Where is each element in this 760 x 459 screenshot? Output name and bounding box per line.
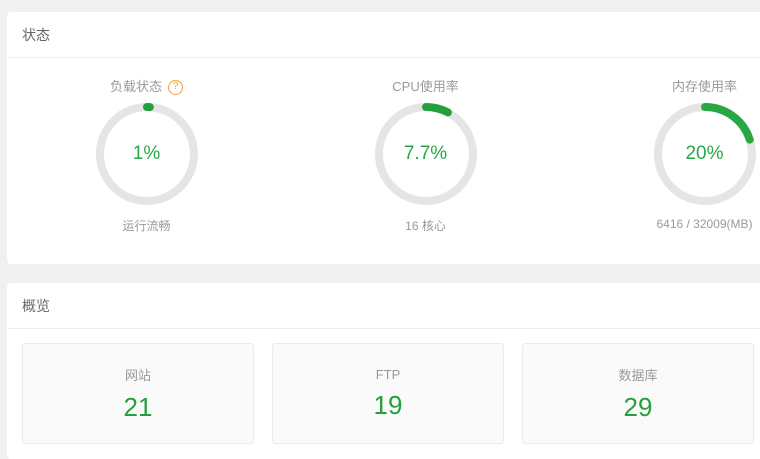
stat-card-database-label: 数据库 xyxy=(618,367,658,383)
question-mark-icon[interactable]: ? xyxy=(168,79,183,95)
gauge-memory-usage-label-text: 内存使用率 xyxy=(671,79,737,94)
stat-card-website-label: 网站 xyxy=(124,367,151,383)
gauge-memory-usage: 内存使用率 20% 6416 / 32009(MB) xyxy=(565,58,760,263)
gauge-cpu-usage-label: CPU使用率 xyxy=(392,78,458,96)
overview-panel-header: 概览 xyxy=(7,283,760,329)
gauge-load-status: 负载状态 ? 1% 运行流畅 xyxy=(7,58,286,263)
gauge-load-status-label: 负载状态 ? xyxy=(110,78,183,96)
stat-card-database-value: 29 xyxy=(623,391,653,422)
status-panel-title: 状态 xyxy=(22,27,50,43)
status-panel: 状态 负载状态 ? 1% 运行流畅 xyxy=(7,12,760,264)
gauge-load-status-value: 1% xyxy=(132,143,161,164)
overview-cards-row: 网站 21 FTP 19 数据库 29 xyxy=(7,329,760,444)
stat-card-website[interactable]: 网站 21 xyxy=(22,343,254,444)
gauge-memory-usage-sub: 6416 / 32009(MB) xyxy=(656,217,753,231)
gauge-cpu-usage-label-text: CPU使用率 xyxy=(392,79,459,94)
gauge-load-status-sub: 运行流畅 xyxy=(122,219,171,233)
stat-card-website-value: 21 xyxy=(123,391,153,422)
stat-card-ftp[interactable]: FTP 19 xyxy=(272,343,504,444)
status-panel-header: 状态 xyxy=(7,12,760,58)
stat-card-ftp-value: 19 xyxy=(373,389,403,420)
gauge-load-status-label-text: 负载状态 xyxy=(109,79,162,94)
gauge-load-status-ring: 1% xyxy=(92,99,202,209)
gauge-memory-usage-value: 20% xyxy=(685,143,724,164)
gauge-memory-usage-label: 内存使用率 xyxy=(672,78,737,96)
gauge-cpu-usage-sub: 16 核心 xyxy=(405,219,446,233)
gauge-cpu-usage-ring: 7.7% xyxy=(371,99,481,209)
gauge-cpu-usage: CPU使用率 7.7% 16 核心 xyxy=(286,58,565,263)
stat-card-database[interactable]: 数据库 29 xyxy=(522,343,754,444)
gauge-memory-usage-ring: 20% xyxy=(650,99,760,209)
gauge-cpu-usage-value: 7.7% xyxy=(403,143,448,164)
overview-panel: 概览 网站 21 FTP 19 数据库 29 xyxy=(7,283,760,459)
overview-panel-title: 概览 xyxy=(22,298,50,314)
stat-card-ftp-label: FTP xyxy=(375,366,401,382)
gauge-row: 负载状态 ? 1% 运行流畅 CPU使用率 xyxy=(7,58,760,263)
